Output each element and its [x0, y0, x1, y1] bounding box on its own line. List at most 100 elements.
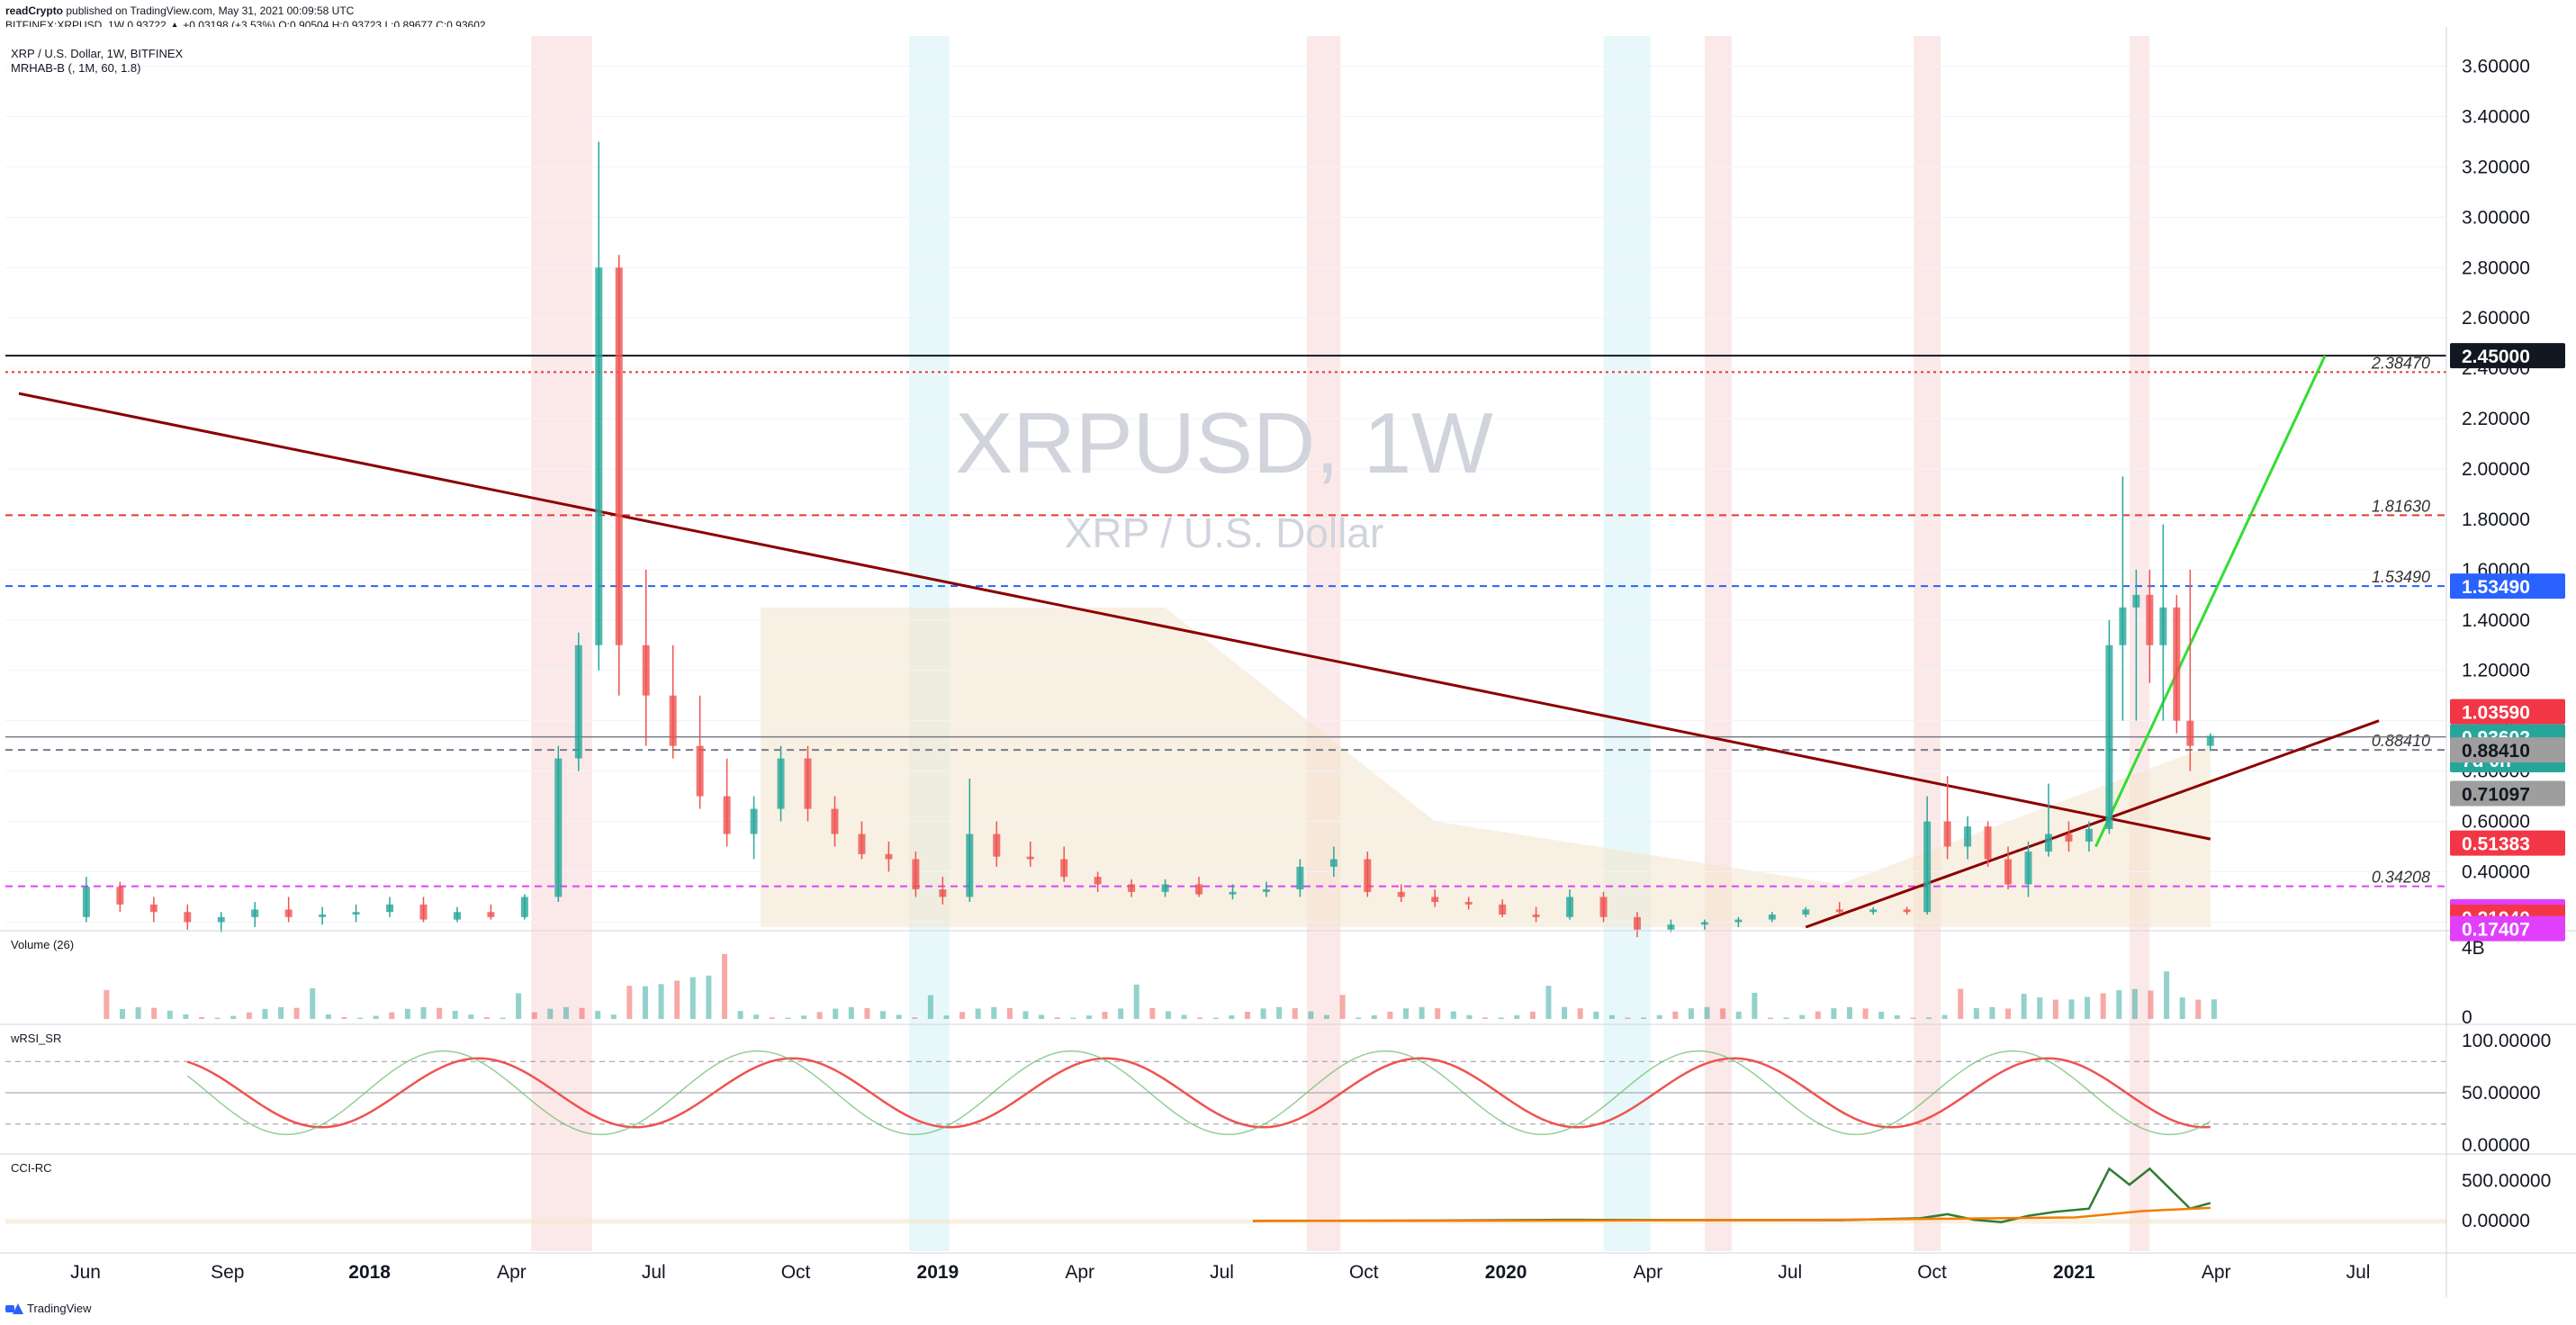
- candle-body[interactable]: [1161, 884, 1169, 892]
- volume-bar[interactable]: [2005, 1008, 2012, 1019]
- candle-body[interactable]: [1094, 877, 1102, 885]
- volume-bar[interactable]: [706, 975, 712, 1019]
- volume-bar[interactable]: [2068, 999, 2075, 1019]
- candle-body[interactable]: [595, 267, 603, 645]
- volume-bar[interactable]: [1958, 988, 1964, 1019]
- volume-bar[interactable]: [1450, 1011, 1456, 1019]
- candle-body[interactable]: [1599, 897, 1608, 917]
- candle-body[interactable]: [1566, 897, 1574, 917]
- volume-bar[interactable]: [1102, 1012, 1108, 1019]
- candle-body[interactable]: [1700, 922, 1708, 925]
- candle-body[interactable]: [1195, 884, 1203, 895]
- candle-body[interactable]: [804, 758, 812, 809]
- candle-body[interactable]: [284, 909, 293, 917]
- candle-body[interactable]: [352, 912, 360, 915]
- volume-bar[interactable]: [912, 1017, 918, 1019]
- candle-body[interactable]: [966, 834, 974, 897]
- volume-bar[interactable]: [626, 986, 633, 1019]
- candle-body[interactable]: [1633, 916, 1641, 930]
- volume-bar[interactable]: [1022, 1011, 1029, 1019]
- volume-bar[interactable]: [373, 1015, 379, 1019]
- volume-bar[interactable]: [1941, 1014, 1948, 1019]
- candle-body[interactable]: [2159, 607, 2167, 645]
- price-label-bg[interactable]: [2450, 343, 2565, 369]
- candle-body[interactable]: [2004, 859, 2013, 885]
- candle-body[interactable]: [1768, 915, 1776, 920]
- candle-body[interactable]: [615, 267, 623, 645]
- volume-bar[interactable]: [658, 984, 664, 1019]
- volume-bar[interactable]: [1070, 1017, 1076, 1019]
- price-label-bg[interactable]: [2450, 573, 2565, 599]
- volume-bar[interactable]: [167, 1010, 173, 1019]
- wrsi-line[interactable]: [186, 1057, 2211, 1129]
- candle-body[interactable]: [116, 887, 124, 905]
- volume-bar[interactable]: [341, 1017, 347, 1019]
- volume-bar[interactable]: [1641, 1017, 1647, 1019]
- volume-bar[interactable]: [310, 987, 316, 1019]
- volume-bar[interactable]: [1894, 1014, 1900, 1019]
- candle-body[interactable]: [453, 912, 461, 920]
- candle-body[interactable]: [1984, 826, 1992, 860]
- volume-bar[interactable]: [531, 1012, 537, 1019]
- candle-body[interactable]: [2132, 594, 2140, 608]
- volume-bar[interactable]: [1752, 992, 1758, 1019]
- volume-bar[interactable]: [1562, 1006, 1568, 1019]
- volume-bar[interactable]: [1039, 1014, 1045, 1019]
- volume-bar[interactable]: [437, 1007, 443, 1019]
- candle-body[interactable]: [723, 796, 731, 834]
- candle-body[interactable]: [1943, 821, 1951, 847]
- tradingview-footer[interactable]: TradingView: [5, 1302, 92, 1315]
- candle-body[interactable]: [642, 644, 650, 696]
- volume-bar[interactable]: [483, 1017, 490, 1019]
- volume-bar[interactable]: [183, 1014, 189, 1019]
- volume-bar[interactable]: [500, 1017, 506, 1019]
- volume-bar[interactable]: [262, 1008, 268, 1019]
- volume-bar[interactable]: [1529, 1011, 1536, 1019]
- volume-bar[interactable]: [2131, 988, 2138, 1019]
- volume-bar[interactable]: [246, 1012, 252, 1019]
- volume-bar[interactable]: [1149, 1008, 1156, 1019]
- volume-bar[interactable]: [1926, 1017, 1932, 1019]
- candle-body[interactable]: [1923, 821, 1932, 913]
- candle-body[interactable]: [1869, 909, 1878, 913]
- volume-bar[interactable]: [769, 1017, 775, 1019]
- indicator-panes[interactable]: Volume (26) wRSI_SR CCI-RC 4B 0 100.00000 50.0…: [0, 930, 2576, 1231]
- volume-bar[interactable]: [610, 1014, 617, 1019]
- volume-bar[interactable]: [1735, 1011, 1742, 1019]
- volume-bar[interactable]: [1276, 1006, 1283, 1019]
- candle-body[interactable]: [2085, 828, 2093, 842]
- time-axis[interactable]: Jun Sep 2018 Apr Jul Oct 2019 Apr Jul Oct 2020 Apr J…: [0, 1252, 2576, 1283]
- candle-body[interactable]: [2065, 834, 2073, 842]
- volume-bar[interactable]: [991, 1006, 997, 1019]
- volume-bar[interactable]: [404, 1008, 410, 1019]
- volume-bar[interactable]: [801, 1015, 807, 1019]
- volume-bar[interactable]: [1403, 1008, 1410, 1019]
- volume-bar[interactable]: [959, 1012, 966, 1019]
- candle-body[interactable]: [1532, 915, 1540, 917]
- volume-bar[interactable]: [1133, 984, 1139, 1019]
- volume-bar[interactable]: [2085, 996, 2091, 1019]
- volume-bar[interactable]: [2195, 999, 2202, 1019]
- volume-bar[interactable]: [1181, 1014, 1187, 1019]
- volume-bar[interactable]: [1545, 986, 1552, 1019]
- candle-body[interactable]: [1060, 859, 1068, 878]
- volume-bar[interactable]: [1118, 1008, 1124, 1019]
- candle-body[interactable]: [750, 808, 758, 834]
- candle-body[interactable]: [2105, 644, 2113, 829]
- candle-body[interactable]: [1734, 919, 1743, 923]
- volume-bar[interactable]: [1815, 1011, 1821, 1019]
- volume-bar[interactable]: [452, 1010, 458, 1019]
- volume-bar[interactable]: [1767, 1017, 1773, 1019]
- volume-bar[interactable]: [833, 1008, 839, 1019]
- candle-body[interactable]: [1903, 909, 1911, 913]
- price-label-bg[interactable]: [2450, 699, 2565, 725]
- volume-bar[interactable]: [135, 1006, 141, 1019]
- candle-body[interactable]: [1229, 891, 1237, 895]
- volume-bar[interactable]: [1878, 1011, 1885, 1019]
- candle-body[interactable]: [487, 912, 495, 917]
- price-pane[interactable]: XRPUSD, 1W XRP / U.S. Dollar XRP / U.S. Do…: [5, 47, 2446, 938]
- trendline-ascending[interactable]: [1805, 719, 2380, 929]
- volume-bar[interactable]: [1846, 1006, 1852, 1019]
- volume-bar[interactable]: [1356, 1017, 1362, 1019]
